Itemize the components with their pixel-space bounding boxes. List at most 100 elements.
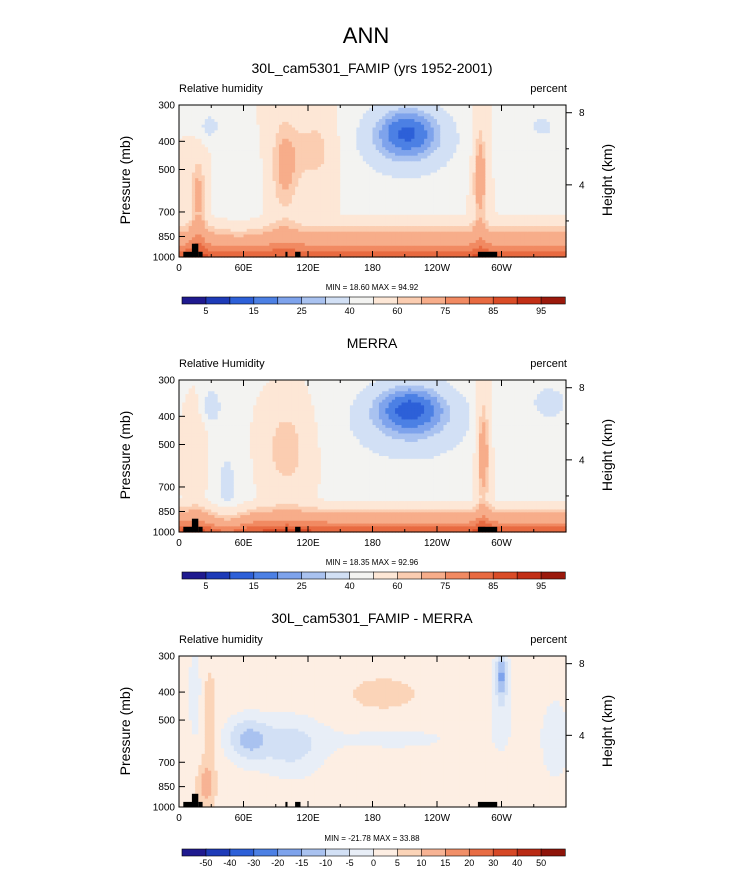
colorbar-swatch xyxy=(278,297,302,304)
y-tick-label: 700 xyxy=(158,758,175,769)
topography-mask xyxy=(198,252,202,257)
panel-difference: 30L_cam5301_FAMIP - MERRA Relative humid… xyxy=(117,610,615,868)
colorbar-swatch xyxy=(302,572,326,579)
colorbar-swatch xyxy=(374,849,398,856)
x-tick-label: 60W xyxy=(491,813,512,824)
colorbar: -50 -40 -30 -20 -15 -10 -5 0 5 10 15 20 30 40 50 xyxy=(182,849,565,868)
colorbar-label: 15 xyxy=(440,858,450,868)
colorbar-swatch xyxy=(254,297,278,304)
contour-field xyxy=(179,656,567,808)
colorbar-label: 25 xyxy=(297,581,307,591)
colorbar-swatch xyxy=(374,572,398,579)
colorbar-swatch xyxy=(541,297,565,304)
contour-field xyxy=(179,105,567,258)
colorbar-swatch xyxy=(374,297,398,304)
colorbar-label: -30 xyxy=(247,858,260,868)
topography-mask xyxy=(192,244,198,257)
y-tick-label: 400 xyxy=(158,412,175,423)
x-tick-label: 60W xyxy=(491,263,512,274)
colorbar-swatch xyxy=(206,297,230,304)
x-tick-label: 60E xyxy=(235,263,253,274)
min-max-text: MIN = 18.60 MAX = 94.92 xyxy=(326,283,419,292)
contour-field xyxy=(179,380,567,533)
colorbar-swatch xyxy=(326,849,350,856)
colorbar-label: 60 xyxy=(392,306,402,316)
colorbar-swatch xyxy=(421,297,445,304)
y-axis-label-right: Height (km) xyxy=(599,695,615,767)
height-tick-label: 4 xyxy=(579,731,585,742)
x-tick-label: 120W xyxy=(424,263,451,274)
colorbar-swatch xyxy=(182,297,206,304)
colorbar-label: -20 xyxy=(271,858,284,868)
height-tick-label: 4 xyxy=(579,180,585,191)
x-tick-label: 120E xyxy=(296,538,320,549)
x-tick-label: 0 xyxy=(176,263,182,274)
colorbar-label: 75 xyxy=(440,306,450,316)
panel-model: 30L_cam5301_FAMIP (yrs 1952-2001) Relati… xyxy=(117,60,615,316)
left-label: Relative humidity xyxy=(179,634,263,646)
colorbar-swatch xyxy=(469,297,493,304)
colorbar-swatch xyxy=(469,849,493,856)
x-tick-label: 0 xyxy=(176,538,182,549)
colorbar-swatch xyxy=(421,849,445,856)
colorbar-swatch xyxy=(421,572,445,579)
y-tick-label: 500 xyxy=(158,716,175,727)
height-tick-label: 8 xyxy=(579,108,585,119)
colorbar-swatch xyxy=(182,572,206,579)
colorbar-swatch xyxy=(541,849,565,856)
colorbar-label: 25 xyxy=(297,306,307,316)
panel-merra: MERRA Relative Humidity percent Pressure… xyxy=(117,335,615,591)
colorbar-swatch xyxy=(206,572,230,579)
colorbar-swatch xyxy=(278,849,302,856)
height-tick-label: 8 xyxy=(579,383,585,394)
min-max-text: MIN = 18.35 MAX = 92.96 xyxy=(326,558,419,567)
colorbar-label: 60 xyxy=(392,581,402,591)
y-tick-label: 300 xyxy=(158,376,175,387)
y-axis-label: Pressure (mb) xyxy=(117,411,133,500)
colorbar-swatch xyxy=(397,572,421,579)
colorbar-swatch xyxy=(254,572,278,579)
x-tick-label: 60E xyxy=(235,813,253,824)
x-tick-label: 60W xyxy=(491,538,512,549)
figure-title: ANN xyxy=(343,23,389,48)
right-label: percent xyxy=(530,83,567,95)
colorbar-label: 5 xyxy=(203,581,208,591)
colorbar-swatch xyxy=(230,297,254,304)
colorbar-swatch xyxy=(278,572,302,579)
colorbar-label: 40 xyxy=(512,858,522,868)
colorbar-swatch xyxy=(493,572,517,579)
colorbar-swatch xyxy=(254,849,278,856)
left-label: Relative Humidity xyxy=(179,358,265,370)
colorbar-swatch xyxy=(230,572,254,579)
colorbar-label: 0 xyxy=(371,858,376,868)
topography-mask xyxy=(295,252,300,257)
colorbar-label: 50 xyxy=(536,858,546,868)
right-label: percent xyxy=(530,634,567,646)
colorbar-swatch xyxy=(326,572,350,579)
right-label: percent xyxy=(530,358,567,370)
colorbar-swatch xyxy=(302,297,326,304)
colorbar-swatch xyxy=(397,849,421,856)
colorbar-label: -15 xyxy=(295,858,308,868)
colorbar-label: -40 xyxy=(223,858,236,868)
y-axis-label-right: Height (km) xyxy=(599,144,615,216)
y-tick-label: 850 xyxy=(158,232,175,243)
left-label: Relative humidity xyxy=(179,83,263,95)
topography-mask xyxy=(285,802,287,807)
colorbar-label: -10 xyxy=(319,858,332,868)
x-tick-label: 180 xyxy=(364,538,381,549)
topography-mask xyxy=(478,527,497,532)
x-tick-label: 180 xyxy=(364,263,381,274)
min-max-text: MIN = -21.78 MAX = 33.88 xyxy=(324,834,420,843)
colorbar-swatch xyxy=(302,849,326,856)
x-tick-label: 120E xyxy=(296,263,320,274)
colorbar-label: 40 xyxy=(345,306,355,316)
y-tick-label: 1000 xyxy=(153,803,176,814)
colorbar-swatch xyxy=(182,849,206,856)
colorbar-swatch xyxy=(493,297,517,304)
colorbar-swatch xyxy=(350,297,374,304)
topography-mask xyxy=(295,802,300,807)
topography-mask xyxy=(198,802,202,807)
